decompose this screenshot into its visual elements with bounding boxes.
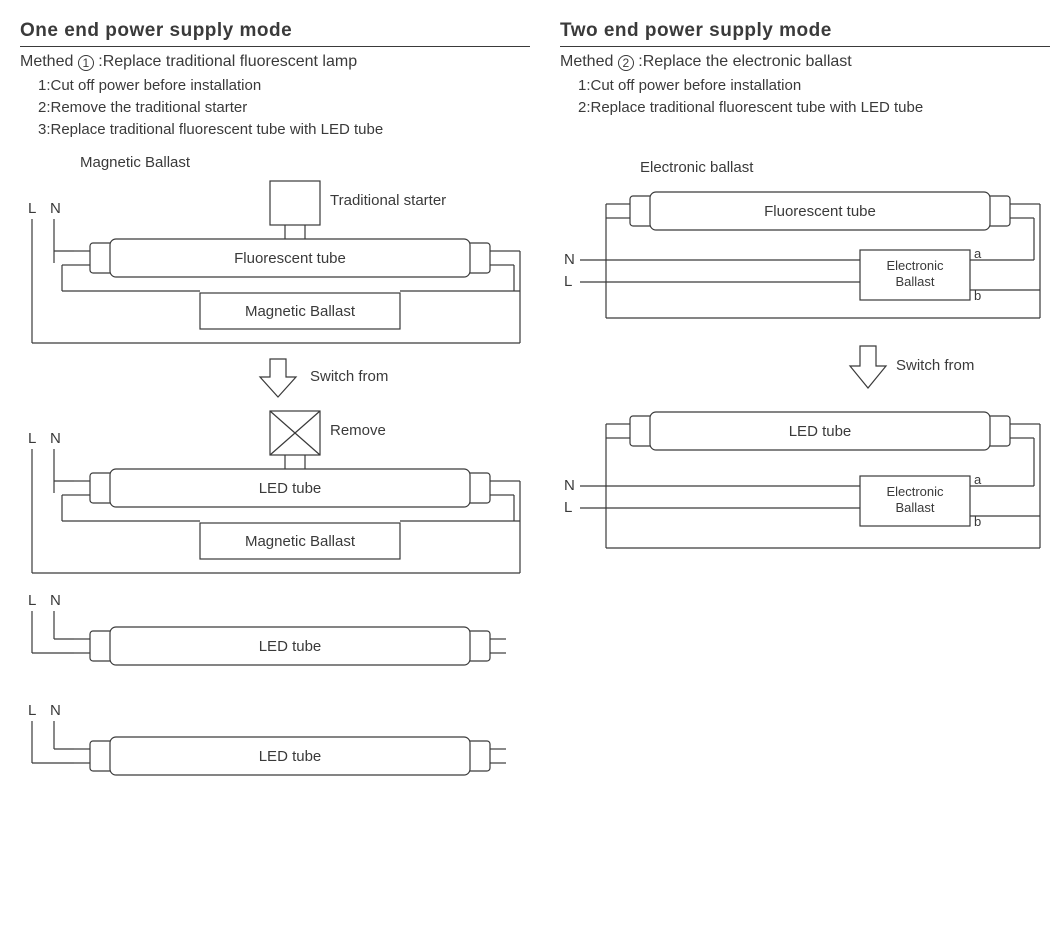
- left-steps: 1:Cut off power before installation 2:Re…: [38, 75, 530, 140]
- ballast-l2: Ballast: [895, 500, 934, 515]
- ballast-l1: Electronic: [886, 484, 944, 499]
- switch-label: Switch from: [896, 357, 974, 374]
- label-N: N: [50, 702, 61, 719]
- label-a: a: [974, 246, 982, 261]
- tube-label: LED tube: [789, 423, 852, 440]
- step: 2:Replace traditional fluorescent tube w…: [578, 97, 1050, 119]
- label-N: N: [50, 592, 61, 609]
- tube-label: LED tube: [259, 638, 322, 655]
- label-L: L: [28, 430, 36, 447]
- left-diagram-3: L N LED tube: [20, 583, 530, 693]
- left-column: One end power supply mode Methed 1 :Repl…: [20, 0, 530, 803]
- right-steps: 1:Cut off power before installation 2:Re…: [578, 75, 1050, 119]
- label-N: N: [50, 200, 61, 217]
- label-N: N: [50, 430, 61, 447]
- label-L: L: [564, 273, 572, 290]
- ballast-label: Magnetic Ballast: [245, 303, 356, 320]
- label-L: L: [564, 499, 572, 516]
- left-title: One end power supply mode: [20, 0, 530, 47]
- right-diagram-1: Fluorescent tube Electronic Ballast a b …: [560, 178, 1050, 338]
- switch-arrow-left: Switch from: [20, 353, 530, 403]
- method-text: :Replace traditional fluorescent lamp: [98, 53, 357, 70]
- left-diagram-4: L N LED tube: [20, 693, 530, 803]
- label-L: L: [28, 702, 36, 719]
- switch-label: Switch from: [310, 368, 388, 385]
- label-starter: Traditional starter: [330, 192, 446, 209]
- switch-arrow-right: Switch from: [560, 338, 1050, 398]
- method-number-circled: 2: [618, 55, 634, 71]
- label-L: L: [28, 200, 36, 217]
- right-method: Methed 2 :Replace the electronic ballast: [560, 53, 1050, 71]
- right-diagram-2: LED tube Electronic Ballast a b N L: [560, 398, 1050, 568]
- tube-label: LED tube: [259, 480, 322, 497]
- tube-label: LED tube: [259, 748, 322, 765]
- left-diagram-2: L N Remove LED tube Magnetic Ballast: [20, 403, 530, 583]
- step: 2:Remove the traditional starter: [38, 97, 530, 119]
- left-diagram-label: Magnetic Ballast: [80, 154, 530, 171]
- label-N: N: [564, 251, 575, 268]
- label-b: b: [974, 514, 981, 529]
- right-title: Two end power supply mode: [560, 0, 1050, 47]
- method-text: :Replace the electronic ballast: [638, 53, 851, 70]
- tube-label: Fluorescent tube: [764, 203, 876, 220]
- label-L: L: [28, 592, 36, 609]
- method-prefix: Methed: [560, 53, 613, 70]
- method-prefix: Methed: [20, 53, 73, 70]
- tube-label: Fluorescent tube: [234, 250, 346, 267]
- ballast-l1: Electronic: [886, 258, 944, 273]
- right-diagram-label: Electronic ballast: [640, 159, 1050, 176]
- label-b: b: [974, 288, 981, 303]
- ballast-label: Magnetic Ballast: [245, 533, 356, 550]
- tube: Fluorescent tube: [74, 239, 506, 277]
- left-method: Methed 1 :Replace traditional fluorescen…: [20, 53, 530, 71]
- step: 3:Replace traditional fluorescent tube w…: [38, 119, 530, 141]
- label-remove: Remove: [330, 422, 386, 439]
- method-number-circled: 1: [78, 55, 94, 71]
- left-diagram-1: L N Traditional starter Fluorescent tube: [20, 173, 530, 353]
- step: 1:Cut off power before installation: [578, 75, 1050, 97]
- right-column: Two end power supply mode Methed 2 :Repl…: [560, 0, 1050, 568]
- label-N: N: [564, 477, 575, 494]
- ballast-l2: Ballast: [895, 274, 934, 289]
- label-a: a: [974, 472, 982, 487]
- step: 1:Cut off power before installation: [38, 75, 530, 97]
